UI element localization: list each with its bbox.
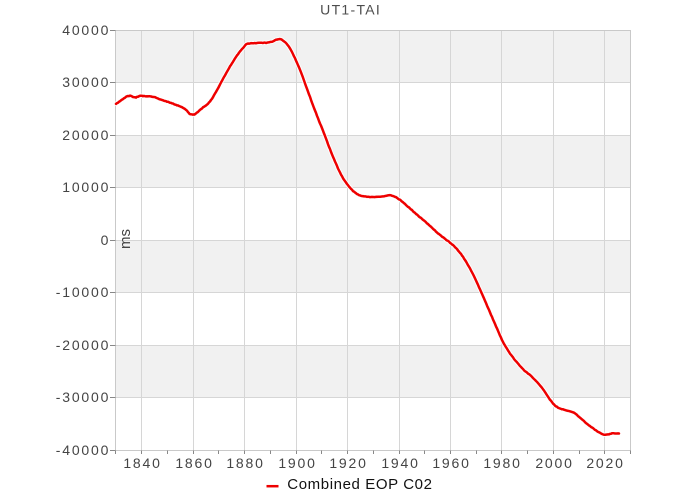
svg-text:1980: 1980	[483, 455, 521, 471]
svg-text:-40000: -40000	[56, 442, 110, 458]
svg-text:1840: 1840	[123, 455, 161, 471]
svg-text:2000: 2000	[535, 455, 573, 471]
svg-text:-30000: -30000	[56, 389, 110, 405]
svg-text:10000: 10000	[62, 179, 110, 195]
svg-text:30000: 30000	[62, 74, 110, 90]
svg-text:1940: 1940	[381, 455, 419, 471]
svg-text:0: 0	[101, 232, 111, 248]
svg-text:1900: 1900	[278, 455, 316, 471]
svg-text:1880: 1880	[226, 455, 264, 471]
svg-text:20000: 20000	[62, 127, 110, 143]
svg-text:ms: ms	[117, 229, 134, 249]
svg-text:1860: 1860	[175, 455, 213, 471]
svg-text:-10000: -10000	[56, 284, 110, 300]
svg-text:Combined EOP C02: Combined EOP C02	[287, 476, 432, 493]
svg-text:1960: 1960	[432, 455, 470, 471]
svg-text:1920: 1920	[329, 455, 367, 471]
svg-text:2020: 2020	[586, 455, 624, 471]
svg-text:UT1-TAI: UT1-TAI	[320, 2, 381, 18]
svg-text:-20000: -20000	[56, 337, 110, 353]
svg-text:40000: 40000	[62, 22, 110, 38]
